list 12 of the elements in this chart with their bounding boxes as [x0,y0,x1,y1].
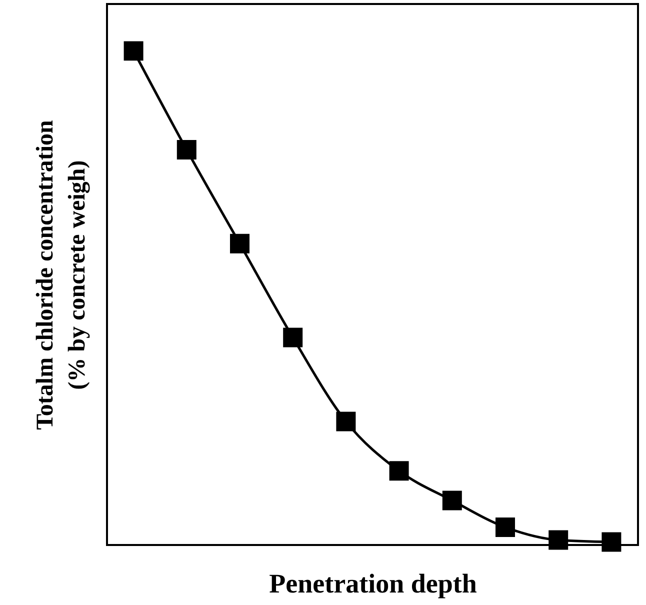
point [389,461,409,481]
point [602,532,622,552]
point [176,140,196,160]
x-axis-title: Penetration depth [269,568,477,598]
y-axis-title: Totalm chloride concentration (% by concrete weigh) [32,120,90,430]
point [283,328,303,348]
point [442,490,462,510]
point [548,530,568,550]
point [496,517,515,537]
point [336,412,356,432]
point [230,234,250,254]
point [124,41,144,61]
